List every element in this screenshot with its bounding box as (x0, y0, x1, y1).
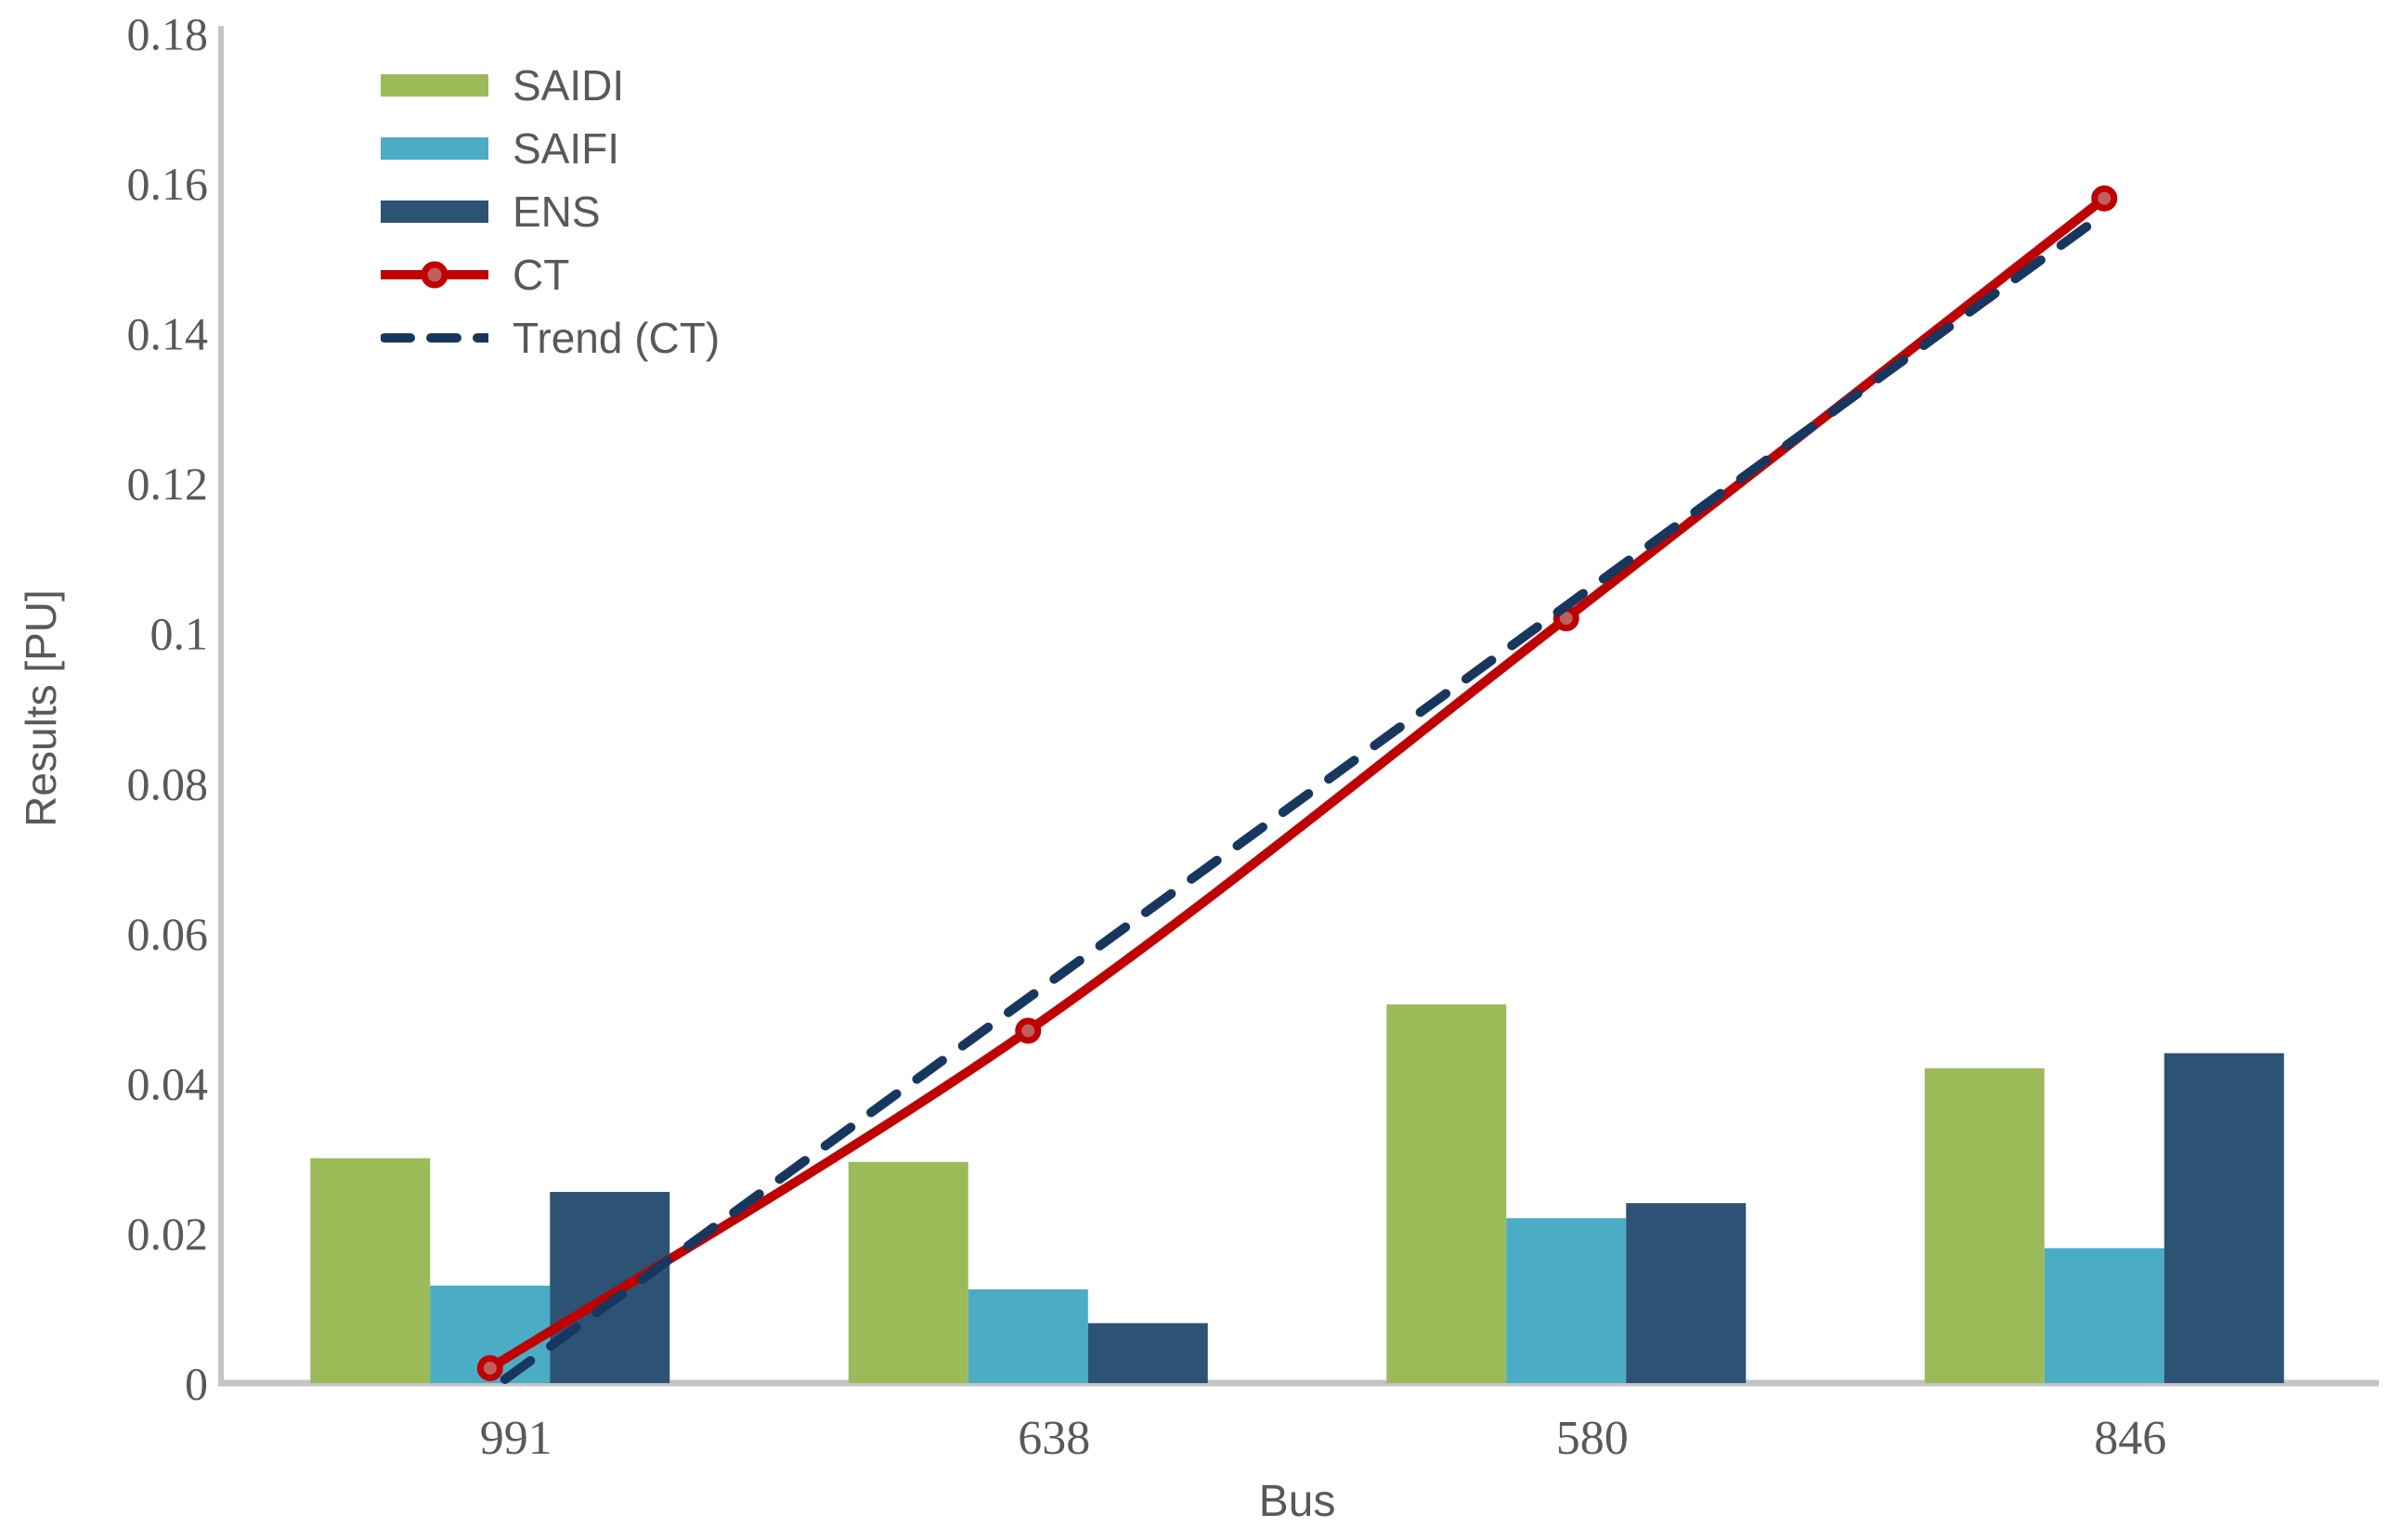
ct-marker-846 (2091, 185, 2118, 212)
bar-saidi-846 (1924, 1068, 2045, 1383)
legend-label: SAIDI (513, 61, 625, 110)
ct-marker-991 (476, 1354, 503, 1381)
y-tick-label: 0.04 (127, 1057, 209, 1109)
legend-dashed-line-swatch (381, 321, 488, 355)
legend-item-trend-ct: Trend (CT) (381, 306, 720, 369)
y-tick-label: 0.14 (127, 308, 209, 360)
y-tick-label: 0 (185, 1358, 208, 1410)
bar-saidi-580 (1386, 1004, 1507, 1383)
legend-item-ens: ENS (381, 180, 720, 243)
y-tick-label: 0.02 (127, 1208, 209, 1260)
legend-label: CT (513, 251, 570, 299)
legend-item-saifi: SAIFI (381, 117, 720, 180)
legend-bar-swatch (381, 195, 488, 228)
ct-marker-638 (1015, 1017, 1042, 1044)
bar-ens-638 (1087, 1323, 1208, 1383)
legend-bar-swatch (381, 69, 488, 102)
legend-label: Trend (CT) (513, 314, 721, 362)
legend-label: SAIFI (513, 124, 620, 173)
x-axis-title: Bus (1258, 1477, 1336, 1526)
y-tick-label: 0.06 (127, 908, 209, 960)
ct-line (487, 194, 2108, 1373)
legend: SAIDI SAIFI ENS CT Trend (CT) (381, 54, 720, 369)
legend-item-saidi: SAIDI (381, 54, 720, 117)
x-category-label: 638 (1018, 1412, 1090, 1465)
legend-item-ct: CT (381, 243, 720, 306)
legend-line-marker-swatch (381, 258, 488, 291)
y-tick-label: 0.12 (127, 458, 209, 510)
legend-bar-swatch (381, 132, 488, 165)
bar-saidi-638 (848, 1161, 968, 1383)
y-axis-title: Results [PU] (17, 589, 65, 827)
bar-saifi-638 (968, 1289, 1088, 1383)
bar-ens-580 (1626, 1203, 1747, 1383)
y-tick-label: 0.1 (150, 608, 209, 660)
y-tick-label: 0.16 (127, 158, 209, 210)
bar-ens-846 (2164, 1053, 2284, 1383)
bar-saidi-991 (310, 1158, 431, 1383)
y-tick-label: 0.08 (127, 757, 209, 809)
legend-label: ENS (513, 188, 601, 236)
x-category-label: 580 (1556, 1412, 1629, 1465)
trend-line (500, 219, 2095, 1384)
bar-saifi-846 (2044, 1248, 2164, 1383)
y-tick-label: 0.18 (127, 8, 209, 60)
bar-saifi-580 (1506, 1218, 1627, 1383)
x-category-label: 846 (2094, 1412, 2166, 1465)
x-category-label: 991 (480, 1412, 552, 1465)
bar-ens-991 (550, 1192, 670, 1383)
